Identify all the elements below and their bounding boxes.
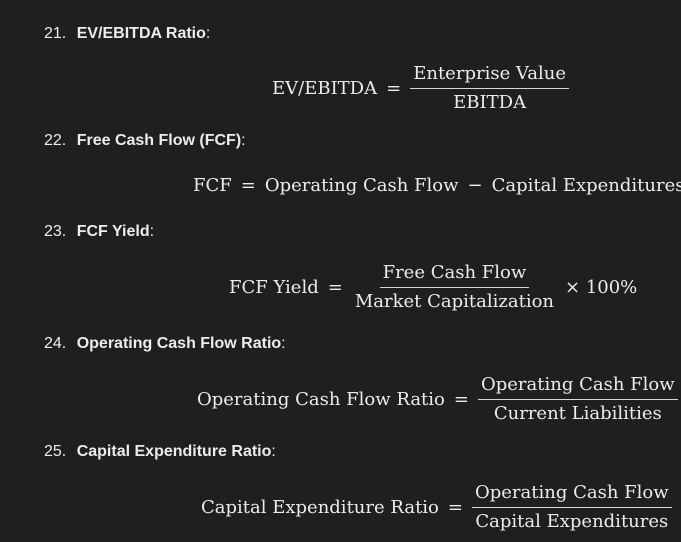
fraction-numerator: Operating Cash Flow	[472, 482, 672, 508]
fraction-denominator: Market Capitalization	[354, 291, 555, 312]
fraction: Operating Cash Flow Capital Expenditures	[472, 482, 672, 533]
item-title: FCF Yield	[76, 223, 150, 240]
item-title: Operating Cash Flow Ratio	[76, 335, 282, 352]
formula-capex-ratio: Capital Expenditure Ratio = Operating Ca…	[201, 482, 672, 533]
formula-fcf-yield: FCF Yield = Free Cash Flow Market Capita…	[229, 262, 637, 313]
formula-fcf: FCF = Operating Cash Flow − Capital Expe…	[193, 175, 681, 196]
fraction-denominator: Current Liabilities	[493, 403, 662, 424]
item-number: 22.	[44, 132, 67, 149]
item-title: Free Cash Flow (FCF)	[76, 132, 242, 149]
item-colon: :	[241, 132, 246, 149]
formula-lhs: FCF	[193, 175, 232, 196]
formula-lhs: Operating Cash Flow Ratio	[197, 389, 445, 410]
percent-multiplier: × 100%	[565, 277, 638, 298]
equals-sign: =	[453, 389, 469, 410]
fraction: Free Cash Flow Market Capitalization	[352, 262, 557, 313]
item-colon: :	[149, 223, 155, 240]
formula-ocf-ratio: Operating Cash Flow Ratio = Operating Ca…	[197, 374, 678, 425]
item-number: 23.	[44, 223, 67, 240]
list-item-22: 22. Free Cash Flow (FCF):	[44, 131, 246, 151]
fraction-numerator: Enterprise Value	[410, 63, 570, 89]
formula-lhs: EV/EBITDA	[272, 78, 378, 99]
fraction-numerator: Free Cash Flow	[379, 262, 530, 288]
item-title: Capital Expenditure Ratio	[76, 443, 272, 460]
fraction-denominator: Capital Expenditures	[475, 511, 669, 532]
item-number: 24.	[44, 335, 67, 352]
list-item-23: 23. FCF Yield:	[44, 222, 154, 242]
item-colon: :	[281, 335, 286, 352]
fraction-denominator: EBITDA	[453, 92, 527, 113]
equals-sign: =	[240, 175, 256, 196]
list-item-24: 24. Operating Cash Flow Ratio:	[44, 334, 286, 354]
formula-lhs: FCF Yield	[229, 277, 319, 298]
fraction: Operating Cash Flow Current Liabilities	[477, 374, 678, 425]
formula-ev-ebitda: EV/EBITDA = Enterprise Value EBITDA	[272, 63, 570, 114]
equals-sign: =	[327, 277, 343, 298]
formula-lhs: Capital Expenditure Ratio	[201, 497, 439, 518]
formula-term: Operating Cash Flow	[264, 175, 459, 196]
formula-term: Capital Expenditures	[491, 175, 681, 196]
equals-sign: =	[386, 78, 402, 99]
item-colon: :	[205, 25, 211, 42]
list-item-21: 21. EV/EBITDA Ratio:	[44, 24, 210, 44]
minus-sign: −	[467, 175, 483, 196]
item-colon: :	[271, 443, 276, 460]
fraction: Enterprise Value EBITDA	[410, 63, 570, 114]
list-item-25: 25. Capital Expenditure Ratio:	[44, 442, 276, 462]
fraction-numerator: Operating Cash Flow	[477, 374, 678, 400]
item-number: 21.	[44, 25, 67, 42]
item-title: EV/EBITDA Ratio	[76, 25, 206, 42]
equals-sign: =	[447, 497, 463, 518]
item-number: 25.	[44, 443, 67, 460]
